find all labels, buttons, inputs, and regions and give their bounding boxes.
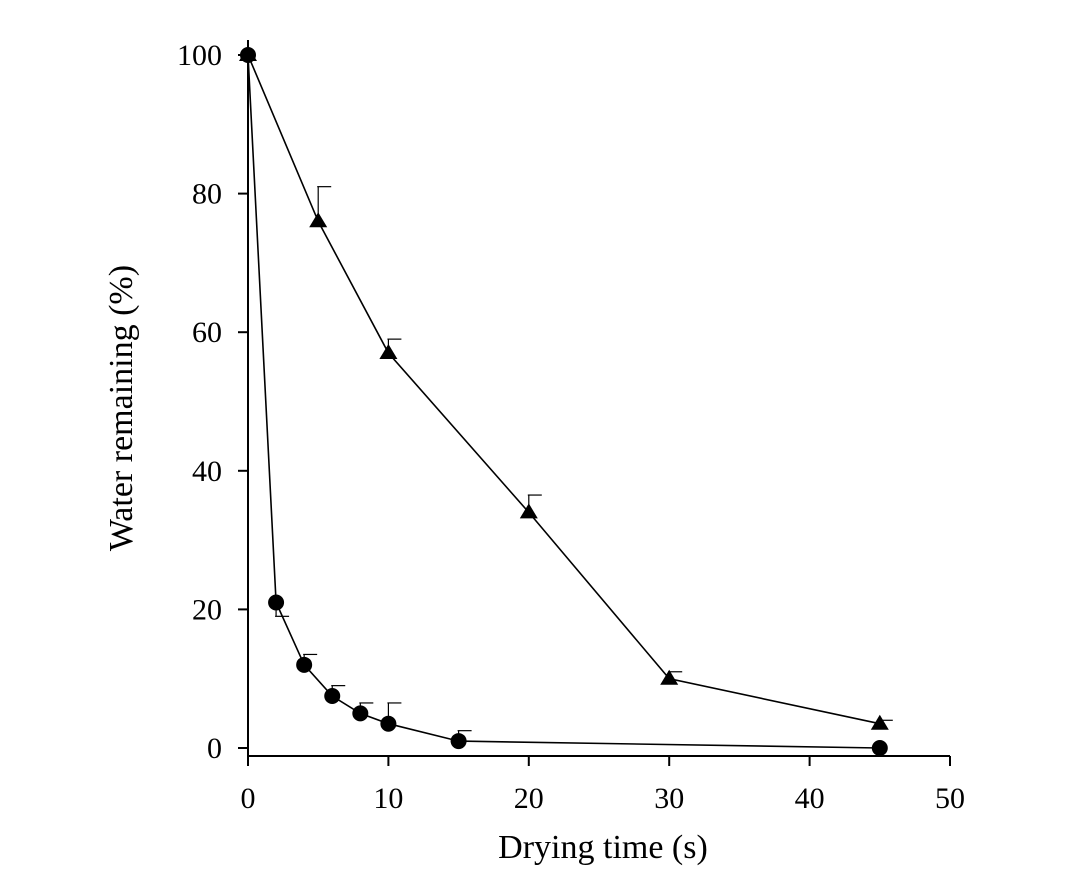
x-ticks: 0 10 20 30 40 50 xyxy=(241,756,965,815)
y-tick-label-20: 20 xyxy=(192,593,222,626)
y-tick-label-80: 80 xyxy=(192,178,222,211)
triangle-series-point xyxy=(519,503,538,519)
triangle-series-point xyxy=(309,212,328,228)
circle-series-point xyxy=(871,740,888,756)
circle-series-point xyxy=(268,594,285,611)
y-axis-title: Water remaining (%) xyxy=(103,265,140,551)
y-tick-label-60: 60 xyxy=(192,316,222,349)
x-axis-title: Drying time (s) xyxy=(498,829,708,866)
triangle-series-line xyxy=(247,54,880,725)
triangle-series-point xyxy=(379,344,398,359)
circle-series-point xyxy=(296,656,313,673)
y-ticks: 0 20 40 60 80 100 xyxy=(177,39,248,765)
triangle-series-point xyxy=(660,669,679,685)
circle-series-point xyxy=(240,47,256,63)
x-tick-label-30: 30 xyxy=(654,782,684,815)
x-tick-label-0: 0 xyxy=(241,782,256,815)
circle-series xyxy=(240,47,888,756)
x-tick-label-10: 10 xyxy=(373,782,403,815)
series-layer xyxy=(239,46,893,756)
y-tick-label-40: 40 xyxy=(192,455,222,488)
triangle-series-point xyxy=(870,714,889,730)
circle-series-point xyxy=(352,705,369,722)
circle-series-line xyxy=(247,54,880,749)
circle-series-point xyxy=(324,688,341,705)
y-tick-label-100: 100 xyxy=(177,39,222,72)
x-tick-label-40: 40 xyxy=(795,782,825,815)
y-tick-label-0: 0 xyxy=(207,732,222,765)
x-tick-label-50: 50 xyxy=(935,782,965,815)
x-tick-label-20: 20 xyxy=(514,782,544,815)
circle-series-point xyxy=(380,715,397,732)
circle-series-point xyxy=(450,733,467,750)
triangle-series xyxy=(239,46,893,730)
